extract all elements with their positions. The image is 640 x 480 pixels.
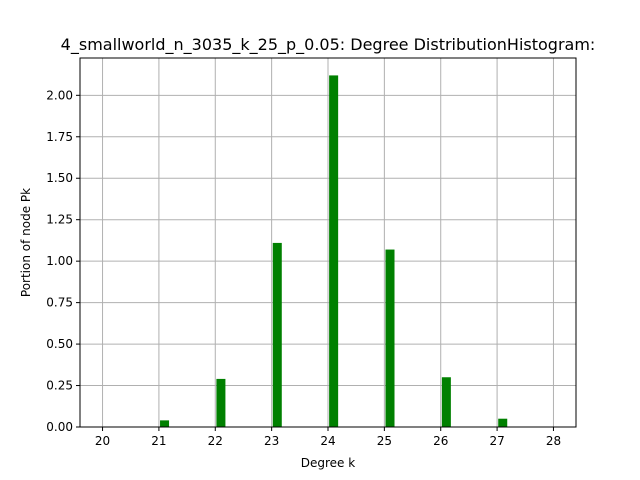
bars [160,75,508,427]
x-tick-label: 25 [377,434,392,448]
y-tick-label: 1.25 [46,213,73,227]
y-tick-label: 0.75 [46,296,73,310]
x-tick-label: 28 [546,434,561,448]
x-tick-label: 20 [95,434,110,448]
x-tick-label: 26 [433,434,448,448]
x-tick-label: 27 [489,434,504,448]
y-axis-label: Portion of node Pk [19,188,33,297]
grid-lines [80,58,576,428]
chart-title: 4_smallworld_n_3035_k_25_p_0.05: Degree … [61,35,596,55]
y-tick-label: 2.00 [46,88,73,102]
bar [160,420,170,427]
x-tick-label: 23 [264,434,279,448]
bar [272,242,282,427]
x-tick-label: 24 [320,434,335,448]
bar [385,249,395,427]
bar [216,378,226,427]
bar [498,418,508,427]
x-axis-label: Degree k [301,456,355,470]
x-tick-label: 22 [208,434,223,448]
y-tick-label: 1.50 [46,171,73,185]
y-tick-label: 1.75 [46,130,73,144]
y-tick-label: 0.00 [46,420,73,434]
y-tick-label: 0.50 [46,337,73,351]
axis-ticks: 20 21 22 23 24 25 26 27 28 0.00 0.25 0.50 0.75 1.00 1.… [46,88,561,448]
bar [441,377,451,427]
bar [329,75,339,427]
y-tick-label: 1.00 [46,254,73,268]
x-tick-label: 21 [151,434,166,448]
y-tick-label: 0.25 [46,379,73,393]
